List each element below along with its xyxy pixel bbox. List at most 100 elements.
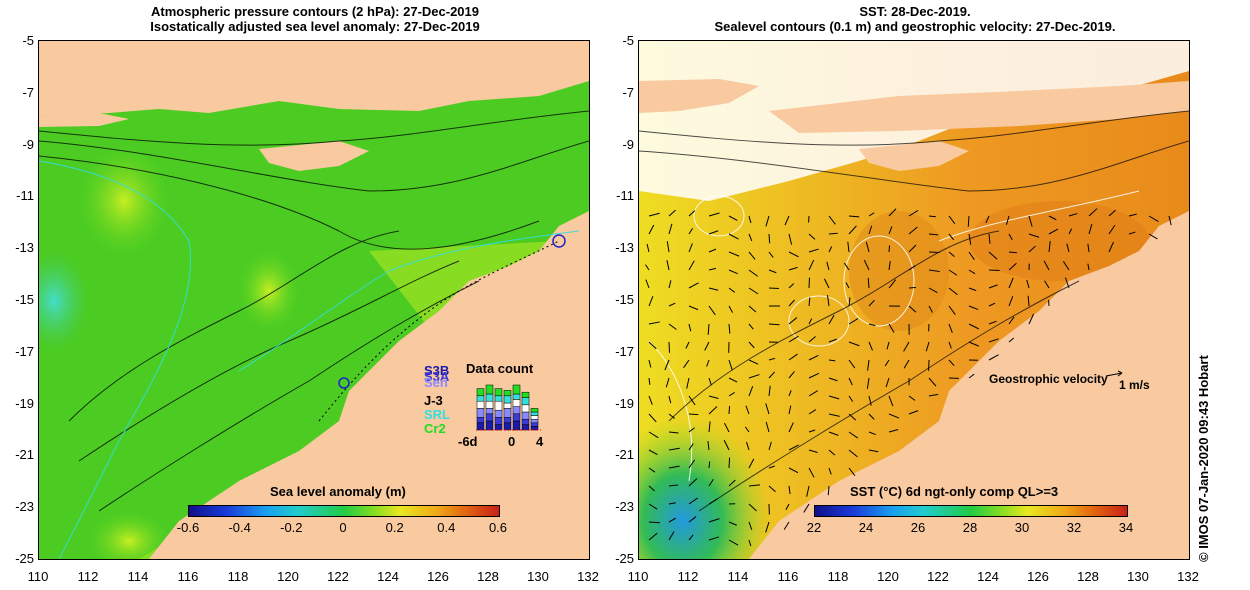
velocity-vector	[1108, 209, 1116, 217]
velocity-vector	[908, 226, 918, 235]
velocity-vector	[828, 449, 836, 456]
left-colorbar-label: Sea level anomaly (m)	[270, 484, 406, 499]
right-map[interactable]: Geostrophic velocity 1 m/s	[638, 40, 1190, 560]
y-tick-label: -9	[22, 136, 34, 152]
satellite-legend-item: S3A	[424, 369, 450, 384]
velocity-vector	[685, 341, 690, 349]
velocity-vector	[808, 354, 819, 361]
velocity-vector	[688, 497, 699, 505]
velocity-vector	[688, 395, 696, 406]
velocity-vector	[668, 465, 680, 469]
velocity-vector	[728, 457, 731, 469]
velocity-label: Geostrophic velocity	[989, 372, 1108, 386]
y-tick-label: -13	[15, 240, 34, 256]
land-timor	[259, 141, 369, 171]
velocity-vector	[948, 305, 956, 316]
y-tick-label: -19	[15, 395, 34, 411]
velocity-vector	[848, 359, 856, 369]
velocity-vector	[768, 233, 771, 244]
right-map-svg	[639, 41, 1189, 559]
land-java	[39, 113, 129, 127]
velocity-vector	[1005, 215, 1010, 225]
velocity-vector	[688, 305, 699, 311]
velocity-vector	[728, 269, 738, 275]
velocity-vector	[808, 336, 816, 343]
velocity-vector	[768, 269, 777, 274]
velocity-vector	[788, 353, 798, 361]
count-bar-segment	[494, 395, 503, 402]
velocity-vector	[868, 225, 873, 235]
bathymetry-contours	[639, 110, 1189, 512]
velocity-vector	[1128, 213, 1137, 217]
velocity-vector	[708, 478, 714, 487]
velocity-vector	[728, 406, 731, 415]
velocity-vector	[845, 282, 850, 289]
velocity-vector	[688, 413, 699, 416]
velocity-vector	[708, 461, 711, 469]
y-tick-label: -25	[615, 551, 634, 566]
y-tick-label: -5	[22, 33, 34, 48]
count-bar-segment	[521, 424, 530, 431]
velocity-vector	[828, 338, 837, 343]
x-tick-label: 110	[27, 569, 49, 584]
velocity-vector	[728, 305, 734, 313]
count-bar-segment	[494, 400, 503, 411]
velocity-vector	[648, 321, 660, 325]
velocity-vector	[688, 534, 694, 541]
velocity-vector	[708, 305, 716, 316]
velocity-vector	[808, 259, 815, 271]
colorbar-tick: 22	[806, 520, 822, 535]
x-tick-label: 124	[377, 569, 399, 584]
colorbar-tick: 28	[962, 520, 978, 535]
velocity-vector	[688, 516, 697, 523]
anomaly-blob	[79, 146, 169, 256]
velocity-vector	[748, 215, 752, 224]
count-bar-segment	[521, 397, 530, 406]
velocity-vector	[868, 449, 879, 453]
velocity-vector	[808, 318, 813, 325]
velocity-vector	[668, 395, 672, 404]
left-map[interactable]: Data count S3B S3A Sen J-3 SRL Cr2 -6d 0 4	[38, 40, 590, 560]
velocity-vector	[648, 395, 653, 405]
tide-gauge-marker[interactable]	[552, 234, 566, 248]
velocity-vector	[744, 426, 750, 433]
velocity-vector	[928, 215, 936, 218]
colorbar-tick: 0.2	[385, 520, 404, 535]
x-tick-label: 132	[1177, 569, 1199, 584]
velocity-vector	[728, 377, 738, 383]
velocity-vector	[788, 317, 798, 325]
velocity-vector	[728, 323, 731, 334]
isobaths	[39, 160, 580, 559]
velocity-vector	[768, 465, 775, 469]
velocity-vector	[688, 210, 696, 217]
velocity-vector	[748, 287, 759, 295]
velocity-vector	[928, 287, 938, 294]
velocity-vector	[885, 377, 890, 388]
velocity-vector	[788, 422, 794, 433]
velocity-vector	[728, 359, 733, 371]
velocity-vector	[808, 248, 819, 253]
velocity-vector	[848, 225, 857, 235]
y-tick-label: -23	[615, 499, 634, 515]
velocity-vector	[888, 208, 897, 217]
colorbar-tick: 34	[1118, 520, 1134, 535]
land-timor	[859, 141, 969, 171]
velocity-vector	[707, 440, 710, 451]
left-map-svg	[39, 41, 589, 559]
velocity-vector	[988, 233, 991, 244]
velocity-vector	[768, 485, 776, 493]
y-tick-label: -15	[15, 292, 34, 307]
count-bar-segment	[530, 422, 539, 427]
velocity-vector	[806, 485, 810, 497]
velocity-vector	[888, 226, 893, 235]
velocity-vector	[823, 278, 830, 289]
velocity-vector	[1068, 228, 1073, 235]
anomaly-blob	[39, 251, 89, 351]
velocity-vector	[648, 359, 652, 368]
velocity-vector	[748, 269, 759, 277]
tide-gauge-marker[interactable]	[338, 377, 350, 389]
velocity-vector	[848, 215, 860, 218]
y-tick-label: -7	[622, 84, 634, 100]
colorbar-tick: 32	[1066, 520, 1082, 535]
y-tick-label: -15	[615, 292, 634, 307]
